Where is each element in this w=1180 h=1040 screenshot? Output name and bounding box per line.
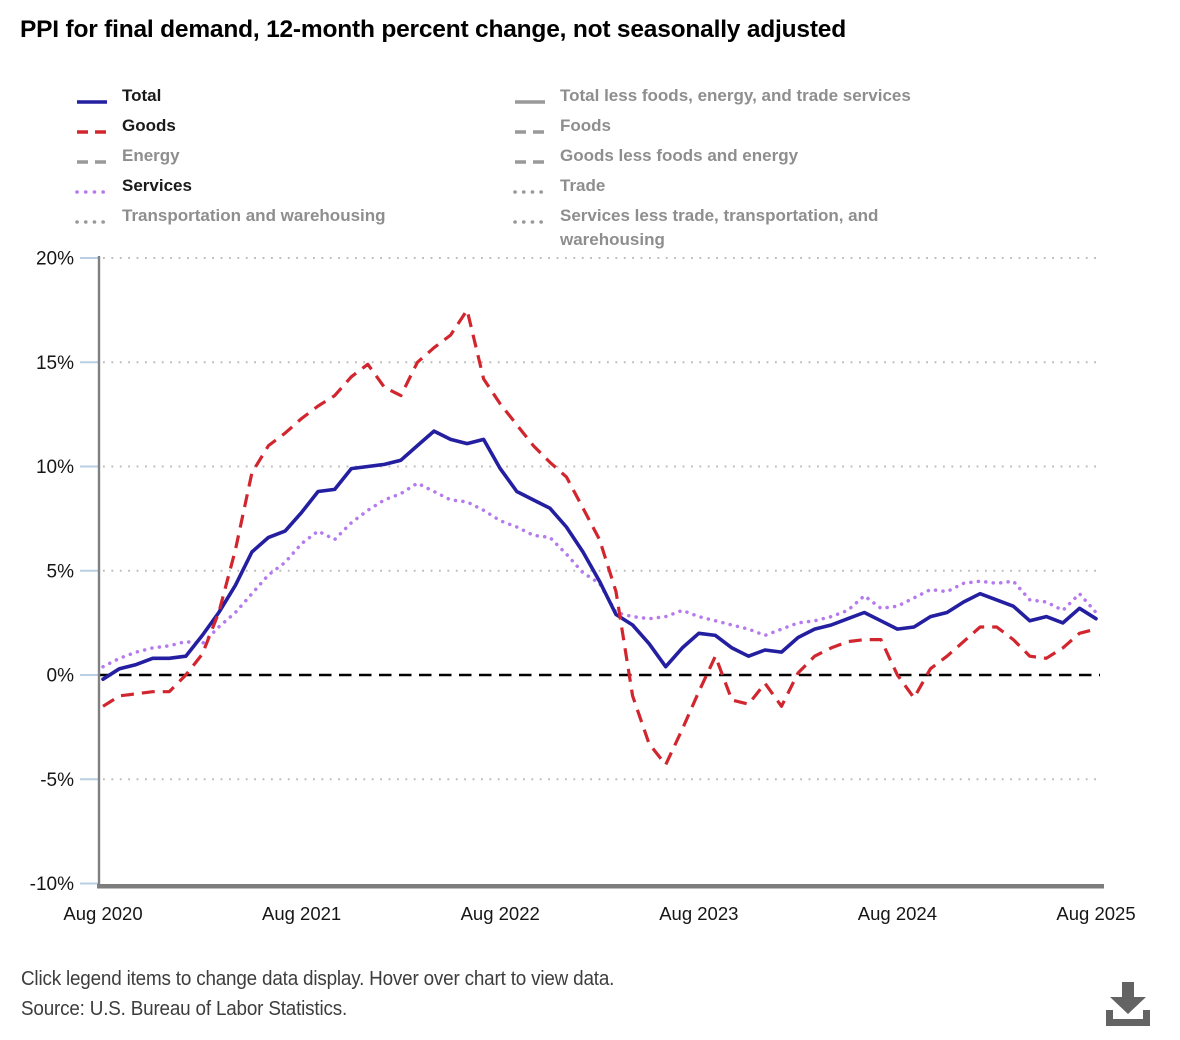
legend-swatch-solid	[75, 92, 109, 110]
legend-label: Foods	[560, 116, 611, 135]
footer-source: Source: U.S. Bureau of Labor Statistics.	[21, 997, 347, 1020]
legend-swatch-dotted	[75, 182, 109, 200]
x-axis-label: Aug 2020	[63, 903, 142, 924]
legend-label: Goods less foods and energy	[560, 146, 799, 165]
legend-swatch-dotted	[75, 212, 109, 230]
legend-item-goods[interactable]: Goods	[75, 113, 495, 143]
legend-column-right: Total less foods, energy, and trade serv…	[513, 83, 983, 252]
legend-item-goods-less-foods-and-energy[interactable]: Goods less foods and energy	[513, 143, 983, 173]
x-axis-label: Aug 2024	[858, 903, 937, 924]
legend-item-total-less-foods-energy-and-trade-services[interactable]: Total less foods, energy, and trade serv…	[513, 83, 983, 113]
x-axis-line	[97, 884, 1104, 889]
y-axis-label: 20%	[36, 249, 74, 270]
legend-item-total[interactable]: Total	[75, 83, 495, 113]
download-button[interactable]	[1100, 974, 1156, 1032]
y-axis-label: 15%	[36, 353, 74, 374]
legend-label: Total less foods, energy, and trade serv…	[560, 86, 911, 105]
legend-label: Services less trade, transportation, and…	[560, 206, 879, 249]
footer: Click legend items to change data displa…	[21, 964, 666, 1024]
series-goods-line[interactable]	[102, 308, 1097, 767]
legend-swatch-dashed	[513, 122, 547, 140]
y-axis-label: -10%	[30, 874, 74, 895]
y-axis-label: 10%	[36, 457, 74, 478]
series-services-line[interactable]	[101, 481, 1098, 669]
legend-column-left: Total Goods Energy Services Transportation a…	[75, 83, 495, 233]
legend-label: Transportation and warehousing	[122, 206, 386, 225]
legend-label: Goods	[122, 116, 176, 135]
legend-swatch-dashed	[75, 152, 109, 170]
legend-swatch-dashed	[513, 152, 547, 170]
legend-item-services-less-trade-transportation-and-warehousing[interactable]: Services less trade, transportation, and…	[513, 203, 983, 252]
y-axis-label: 0%	[47, 666, 75, 687]
legend-label: Services	[122, 176, 192, 195]
series-total-line[interactable]	[101, 429, 1098, 682]
legend-swatch-dotted	[513, 182, 547, 200]
y-axis-label: -5%	[40, 770, 74, 791]
legend-label: Total	[122, 86, 162, 105]
legend-item-services[interactable]: Services	[75, 173, 495, 203]
legend-item-foods[interactable]: Foods	[513, 113, 983, 143]
x-axis-label: Aug 2025	[1056, 903, 1135, 924]
download-icon	[1106, 982, 1150, 1026]
x-axis-label: Aug 2022	[461, 903, 540, 924]
legend-label: Trade	[560, 176, 606, 195]
legend-item-transportation-and-warehousing[interactable]: Transportation and warehousing	[75, 203, 495, 233]
footer-instructions: Click legend items to change data displa…	[21, 967, 615, 990]
legend-swatch-solid	[513, 92, 547, 110]
legend-label: Energy	[122, 146, 180, 165]
legend-item-energy[interactable]: Energy	[75, 143, 495, 173]
legend-item-trade[interactable]: Trade	[513, 173, 983, 203]
y-axis-label: 5%	[47, 561, 75, 582]
x-axis-label: Aug 2021	[262, 903, 341, 924]
page-title: PPI for final demand, 12-month percent c…	[20, 16, 846, 43]
legend-swatch-dashed	[75, 122, 109, 140]
legend-swatch-dotted	[513, 212, 547, 230]
ppi-line-chart[interactable]: 20% 15% 10% 5% 0% -5% -10% Aug 2020 Aug 2021 Aug …	[0, 245, 1180, 960]
x-axis-label: Aug 2023	[659, 903, 738, 924]
